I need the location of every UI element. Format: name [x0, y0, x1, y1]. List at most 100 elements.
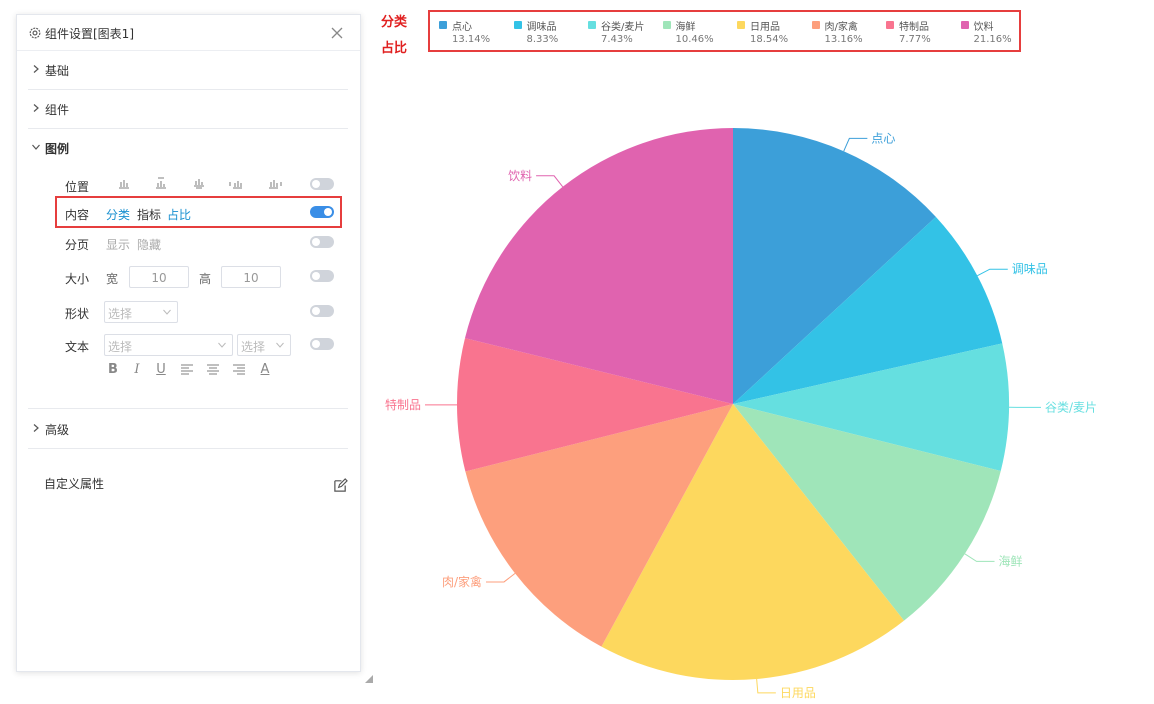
- pie-slice[interactable]: [733, 216, 1003, 404]
- legend-ratio-label: 21.16%: [973, 34, 1012, 45]
- legend-item[interactable]: 肉/家禽 13.16%: [803, 12, 883, 52]
- position-right-icon[interactable]: [268, 177, 282, 189]
- legend-ratio-label: 13.14%: [452, 34, 491, 45]
- close-icon[interactable]: [330, 26, 344, 40]
- legend-category-label: 点心: [452, 22, 472, 33]
- legend-ratio-label: 10.46%: [675, 34, 714, 45]
- section-basic[interactable]: 基础: [28, 50, 348, 90]
- width-input[interactable]: 10: [129, 266, 189, 288]
- chevron-down-icon: [163, 309, 171, 315]
- resize-handle-icon[interactable]: [365, 675, 373, 683]
- slice-label: 肉/家禽: [442, 574, 482, 589]
- height-input[interactable]: 10: [221, 266, 281, 288]
- paging-toggle[interactable]: [310, 236, 334, 248]
- size-toggle[interactable]: [310, 270, 334, 282]
- slice-leader-line: [486, 572, 516, 583]
- chevron-down-icon: [276, 342, 284, 348]
- shape-select[interactable]: 选择: [104, 301, 178, 323]
- bold-button[interactable]: B: [108, 362, 118, 377]
- pie-slice[interactable]: [464, 128, 733, 404]
- chevron-down-icon: [218, 342, 226, 348]
- content-option-ratio[interactable]: 占比: [167, 208, 192, 222]
- annotation-category: 分类: [381, 15, 408, 30]
- legend-item[interactable]: 海鲜 10.46%: [654, 12, 734, 52]
- chevron-right-icon: [33, 424, 39, 432]
- legend-swatch: [513, 21, 522, 29]
- slice-label: 特制品: [385, 397, 421, 412]
- legend-category-label: 特制品: [899, 22, 929, 33]
- legend-ratio-label: 8.33%: [526, 34, 559, 45]
- pie-slice[interactable]: [465, 404, 733, 647]
- legend-item[interactable]: 饮料 21.16%: [952, 12, 1032, 52]
- italic-button[interactable]: I: [134, 362, 140, 377]
- chevron-right-icon: [33, 65, 39, 73]
- shape-label: 形状: [65, 307, 90, 321]
- legend-item[interactable]: 谷类/麦片 7.43%: [579, 12, 659, 52]
- legend-ratio-label: 13.16%: [824, 34, 863, 45]
- align-right-icon[interactable]: [232, 364, 246, 376]
- position-top-icon[interactable]: [117, 177, 131, 189]
- underline-button[interactable]: U: [156, 362, 166, 377]
- font-color-button[interactable]: A: [260, 362, 270, 377]
- component-settings-panel: 组件设置[图表1] 基础 组件 图例 位置 内容 分类 指标 占比 分页 显示: [16, 14, 373, 683]
- legend-text-row: 文本 选择 选择: [53, 334, 353, 358]
- position-left-icon[interactable]: [229, 177, 243, 189]
- content-option-metric[interactable]: 指标: [137, 208, 162, 222]
- slice-label: 饮料: [508, 169, 532, 183]
- position-top-center-icon[interactable]: [154, 177, 168, 189]
- pie-slice[interactable]: [733, 128, 936, 404]
- position-bottom-icon[interactable]: [192, 177, 206, 189]
- legend-category-label: 肉/家禽: [824, 22, 858, 33]
- content-toggle[interactable]: [310, 206, 334, 218]
- slice-leader-line: [536, 175, 564, 188]
- section-advanced[interactable]: 高级: [28, 408, 348, 449]
- text-label: 文本: [65, 340, 90, 354]
- pie-slice[interactable]: [733, 343, 1009, 472]
- pie-slice[interactable]: [457, 338, 733, 472]
- text-font-placeholder: 选择: [108, 340, 133, 354]
- paging-option-show[interactable]: 显示: [106, 238, 131, 252]
- paging-option-hide[interactable]: 隐藏: [137, 238, 162, 252]
- section-component[interactable]: 组件: [28, 89, 348, 129]
- legend-content-row: 内容 分类 指标 占比: [53, 202, 353, 226]
- legend-item[interactable]: 特制品 7.77%: [877, 12, 957, 52]
- slice-label: 点心: [871, 131, 895, 145]
- legend-item[interactable]: 点心 13.14%: [430, 12, 510, 52]
- legend-swatch: [662, 21, 671, 29]
- pie-slice[interactable]: [733, 404, 1001, 621]
- pie-slice[interactable]: [601, 404, 905, 681]
- align-center-icon[interactable]: [206, 364, 220, 376]
- gear-icon: [29, 27, 41, 39]
- edit-icon[interactable]: [333, 478, 348, 493]
- legend-swatch: [886, 21, 894, 29]
- legend-position-row: 位置: [53, 174, 353, 198]
- legend-shape-row: 形状 选择: [53, 301, 353, 325]
- text-size-select[interactable]: 选择: [237, 334, 291, 356]
- shape-toggle[interactable]: [310, 305, 334, 317]
- content-option-category[interactable]: 分类: [106, 208, 131, 222]
- legend-paging-row: 分页 显示 隐藏: [53, 232, 353, 256]
- section-legend[interactable]: 图例: [28, 128, 348, 167]
- legend-swatch: [588, 21, 596, 29]
- section-label: 高级: [45, 423, 70, 437]
- legend-swatch: [439, 21, 447, 29]
- legend-category-label: 调味品: [526, 22, 557, 33]
- slice-label: 谷类/麦片: [1045, 400, 1097, 414]
- legend-swatch: [960, 21, 969, 29]
- annotation-ratio: 占比: [381, 41, 408, 56]
- width-label: 宽: [106, 272, 119, 286]
- legend-item[interactable]: 调味品 8.33%: [505, 12, 585, 52]
- slice-label: 日用品: [780, 686, 816, 700]
- align-left-icon[interactable]: [180, 364, 194, 376]
- text-toggle[interactable]: [310, 338, 334, 350]
- legend-ratio-label: 18.54%: [750, 34, 789, 45]
- position-toggle[interactable]: [310, 178, 334, 190]
- position-label: 位置: [65, 180, 90, 194]
- legend-ratio-label: 7.77%: [899, 34, 931, 45]
- paging-label: 分页: [65, 238, 90, 252]
- text-font-select[interactable]: 选择: [104, 334, 233, 356]
- section-label: 基础: [45, 64, 70, 78]
- legend-item[interactable]: 日用品 18.54%: [728, 12, 808, 52]
- shape-select-placeholder: 选择: [108, 307, 133, 321]
- panel-header: 组件设置[图表1]: [17, 15, 360, 51]
